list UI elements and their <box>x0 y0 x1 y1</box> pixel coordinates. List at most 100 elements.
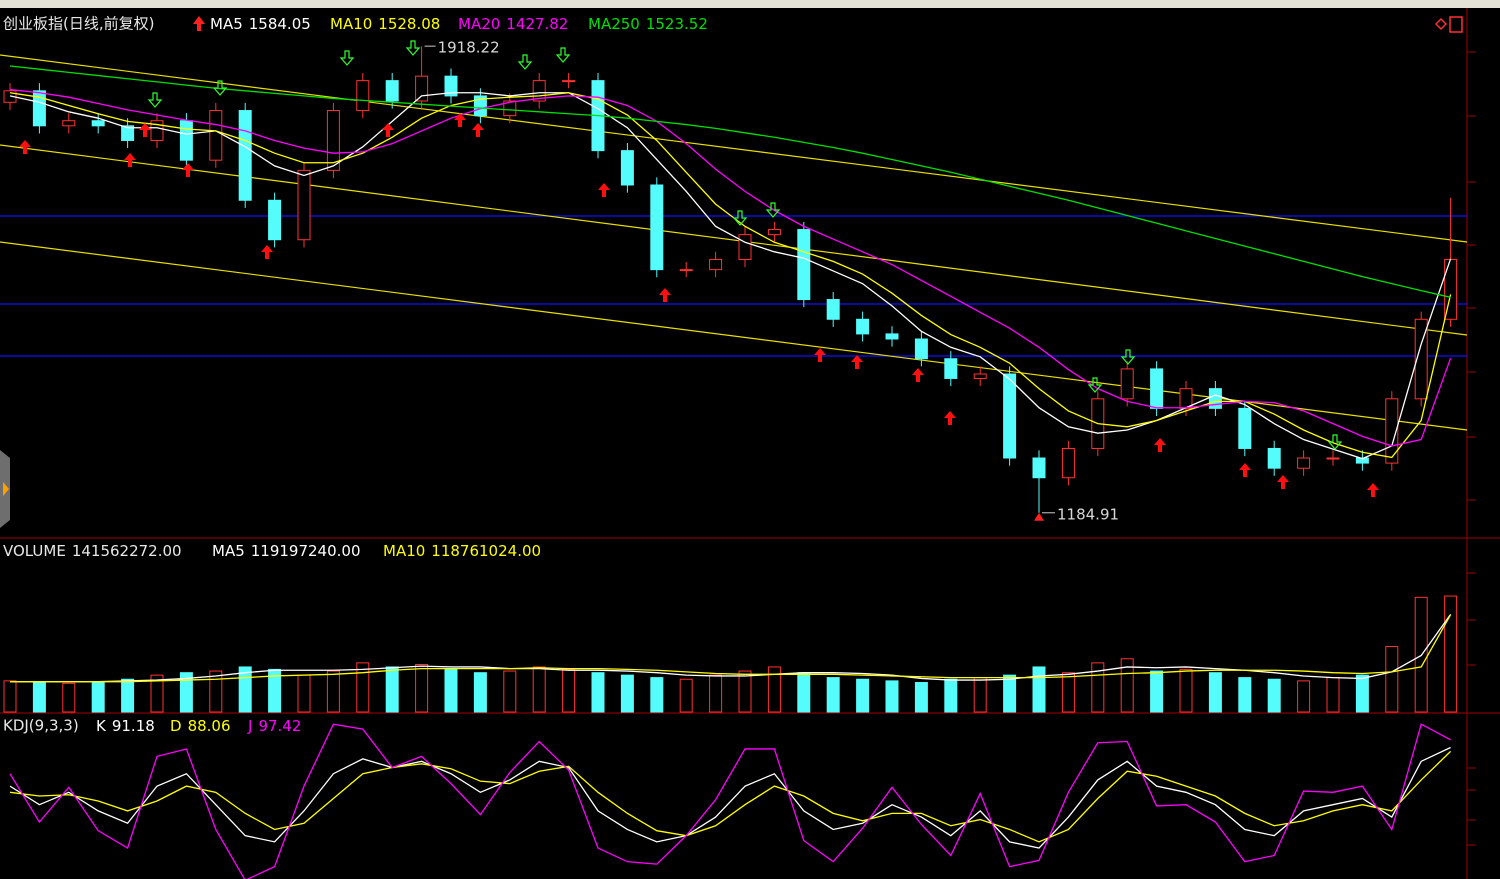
legend-entry: MA20 1427.82 <box>458 15 568 33</box>
volume-bar <box>973 677 987 713</box>
toolbar-strip <box>0 0 1500 8</box>
legend-name: MA5 <box>210 15 243 33</box>
candle-body <box>473 95 487 117</box>
high-annotation: 1918.22 <box>438 39 500 57</box>
legend-entry: MA5 1584.05 <box>210 15 311 33</box>
candle-body <box>62 120 76 127</box>
legend-name: MA10 <box>383 542 425 560</box>
candle-body <box>1414 318 1428 400</box>
candle-body <box>268 199 282 241</box>
buy-signal <box>1154 438 1166 452</box>
candle-body <box>503 100 517 117</box>
legend-name: VOLUME <box>3 542 66 560</box>
volume-bar <box>121 678 135 713</box>
volume-bar <box>268 668 282 713</box>
volume-bar <box>767 666 781 713</box>
legend-name: MA250 <box>588 15 640 33</box>
candle-body <box>797 229 811 301</box>
sell-signal <box>1120 349 1136 365</box>
buy-signal <box>472 123 484 137</box>
chart-title: KDJ(9,3,3) <box>3 717 79 735</box>
legend-name: J <box>247 717 252 735</box>
candle-body <box>1267 447 1281 469</box>
ma-line <box>9 88 1452 447</box>
ma-line <box>9 92 1452 459</box>
legend-value: 91.18 <box>112 717 155 735</box>
candle-body <box>679 269 693 272</box>
volume-bar <box>856 678 870 713</box>
candle-body <box>326 110 340 171</box>
legend-entry: J 97.42 <box>247 717 301 735</box>
volume-bar <box>1444 595 1458 713</box>
volume-bar <box>1385 645 1399 713</box>
volume-bar <box>1150 670 1164 713</box>
buy-signal <box>944 411 956 425</box>
sell-signal <box>1087 377 1103 393</box>
ma-line <box>10 613 1452 683</box>
volume-bar <box>297 674 311 713</box>
legend-entry: VOLUME 141562272.00 <box>3 542 182 560</box>
volume-bar <box>179 672 193 713</box>
candle-body <box>709 258 723 271</box>
volume-bar <box>709 674 723 713</box>
volume-bar <box>1003 674 1017 713</box>
candle-body <box>944 358 958 379</box>
candle-body <box>444 75 458 97</box>
candle-body <box>1061 447 1075 479</box>
legend-value: 1523.52 <box>646 15 708 33</box>
volume-bar <box>620 674 634 713</box>
candle-body <box>121 125 135 141</box>
ma-line <box>9 750 1452 843</box>
candle-body <box>826 299 840 320</box>
volume-bar <box>562 668 576 713</box>
legend-name: MA10 <box>330 15 372 33</box>
plot <box>3 46 1458 879</box>
volume-bar <box>473 672 487 713</box>
candle-body <box>1032 457 1046 479</box>
sell-signal <box>1327 434 1343 450</box>
legend-name: D <box>170 717 182 735</box>
frame <box>0 8 1500 879</box>
sell-signal <box>555 47 571 63</box>
candle-body <box>1326 457 1340 460</box>
candle-body <box>620 150 634 186</box>
volume-bar <box>1238 677 1252 713</box>
candle-body <box>914 338 928 360</box>
legend-entry: MA250 1523.52 <box>588 15 708 33</box>
volume-bar <box>3 680 17 713</box>
candle-body <box>91 120 105 127</box>
legend-arrow <box>193 16 205 31</box>
candle-body <box>1003 373 1017 459</box>
legend-name: K <box>96 717 107 735</box>
volume-bar <box>1326 677 1340 713</box>
candle-body <box>1297 457 1311 469</box>
legend-value: 1528.08 <box>378 15 440 33</box>
axis-ticks <box>1467 51 1476 846</box>
legend-value: 97.42 <box>258 717 301 735</box>
candle-body <box>1208 388 1222 409</box>
buy-signal <box>139 123 151 137</box>
volume-bar <box>1355 674 1369 713</box>
candle-body <box>738 234 752 260</box>
buy-signal <box>814 348 826 362</box>
candle-body <box>650 184 664 271</box>
legend-name: MA5 <box>212 542 245 560</box>
volume-bar <box>150 674 164 713</box>
volume-bar <box>885 680 899 713</box>
buy-signal <box>182 163 194 177</box>
volume-bar <box>914 682 928 713</box>
volume-bar <box>650 677 664 713</box>
volume-bar <box>738 670 752 713</box>
volume-bar <box>1120 658 1134 713</box>
legend-entry: MA10 118761024.00 <box>383 542 541 560</box>
side-tab <box>0 450 10 528</box>
legend-entry: MA5 119197240.00 <box>212 542 361 560</box>
ma-line <box>9 92 1452 460</box>
volume-bar <box>679 678 693 713</box>
volume-bar <box>32 682 46 713</box>
volume-bar <box>532 666 546 713</box>
sell-signal <box>732 210 748 226</box>
volume-bar <box>591 672 605 713</box>
buy-signal <box>382 123 394 137</box>
sell-signal <box>339 50 355 66</box>
